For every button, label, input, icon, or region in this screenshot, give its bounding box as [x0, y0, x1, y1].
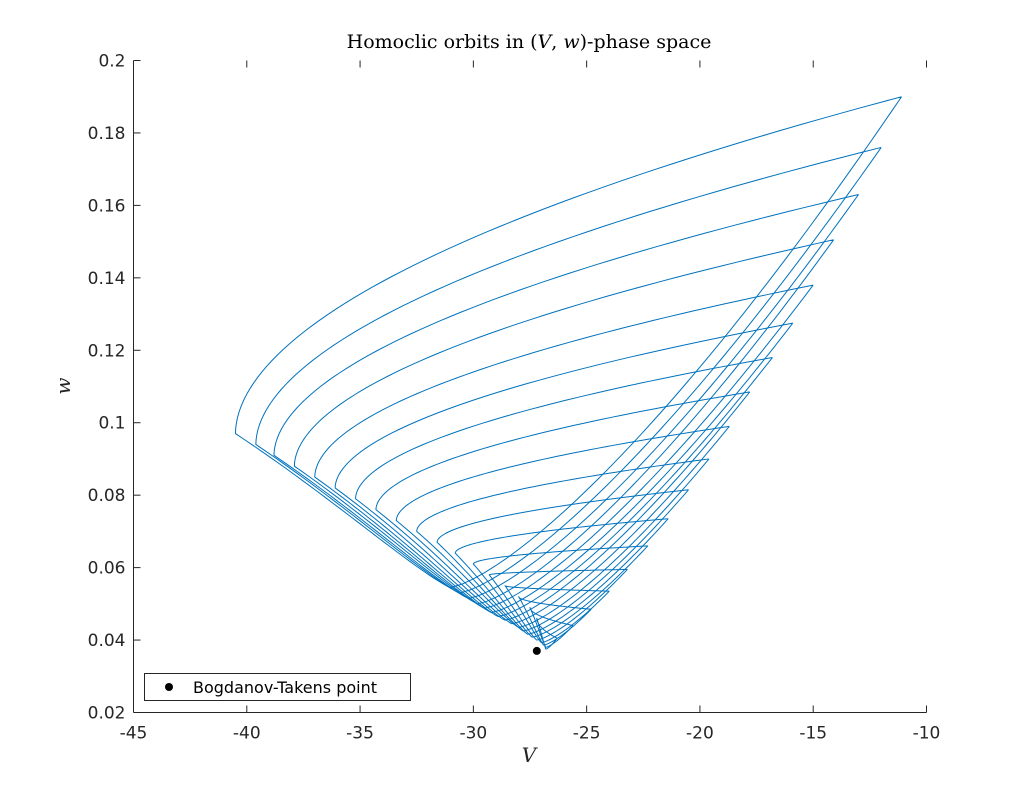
orbits-layer — [234, 96, 902, 650]
legend: Bogdanov-Takens point — [144, 673, 411, 701]
title-var-v: V — [538, 31, 554, 53]
y-axis-label: w — [51, 377, 75, 394]
title-var-w: w — [563, 31, 579, 53]
y-tick-label: 0.12 — [88, 341, 126, 361]
orbit-line-11 — [436, 489, 689, 632]
x-ticks: -45 -40 -35 -30 -25 -20 -15 -10 — [120, 60, 941, 744]
y-tick-label: 0.14 — [88, 269, 126, 289]
orbit-line-2 — [255, 146, 882, 594]
x-tick-label: -45 — [120, 724, 148, 744]
y-tick-label: 0.04 — [88, 631, 126, 651]
x-tick-label: -10 — [913, 724, 941, 744]
x-tick-label: -30 — [459, 724, 487, 744]
orbit-line-17 — [529, 606, 574, 648]
chart-title: Homoclic orbits in (V, w)-phase space — [347, 31, 712, 53]
orbit-line-12 — [454, 518, 669, 635]
orbit-line-13 — [472, 545, 649, 638]
orbit-line-5 — [314, 284, 814, 609]
legend-marker — [165, 683, 173, 691]
y-ticks: 0.02 0.04 0.06 0.08 0.1 0.12 0.14 0.16 0.18 0.2 — [88, 52, 141, 724]
orbit-line-16 — [518, 596, 592, 646]
orbit-line-8 — [375, 391, 751, 621]
y-tick-label: 0.18 — [88, 124, 126, 144]
legend-label: Bogdanov-Takens point — [193, 678, 377, 697]
y-tick-label: 0.1 — [98, 414, 125, 434]
y-tick-label: 0.06 — [88, 559, 126, 579]
orbit-line-15 — [504, 585, 610, 644]
bogdanov-takens-point — [532, 646, 541, 655]
orbit-line-3 — [273, 194, 859, 599]
orbit-line-18 — [536, 617, 558, 650]
x-tick-label: -20 — [686, 724, 714, 744]
x-tick-label: -40 — [233, 724, 261, 744]
orbit-line-4 — [293, 239, 835, 605]
orbit-line-1 — [234, 96, 902, 589]
y-tick-label: 0.08 — [88, 486, 126, 506]
y-tick-label: 0.16 — [88, 196, 126, 216]
orbit-line-10 — [416, 458, 710, 628]
x-tick-label: -25 — [573, 724, 601, 744]
orbit-line-14 — [488, 568, 628, 641]
x-axis-label: V — [522, 743, 539, 767]
orbit-line-9 — [395, 425, 730, 625]
y-tick-label: 0.02 — [88, 704, 126, 724]
orbit-line-7 — [355, 357, 773, 618]
x-tick-label: -15 — [799, 724, 827, 744]
x-tick-label: -35 — [346, 724, 374, 744]
point-layer — [532, 646, 541, 655]
legend-box — [144, 673, 411, 701]
y-tick-label: 0.2 — [98, 52, 125, 72]
axes — [133, 60, 927, 713]
